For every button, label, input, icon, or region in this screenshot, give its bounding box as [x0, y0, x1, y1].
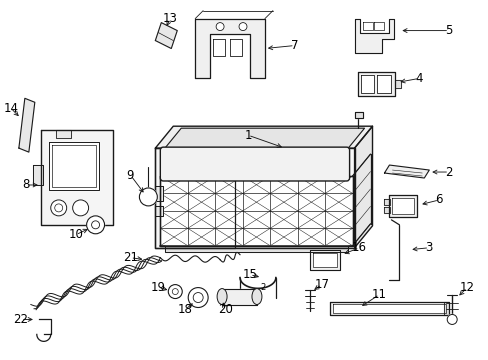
Polygon shape: [213, 39, 224, 57]
Polygon shape: [222, 289, 256, 305]
Polygon shape: [377, 75, 390, 93]
Polygon shape: [392, 198, 413, 214]
Polygon shape: [41, 130, 112, 225]
Polygon shape: [33, 165, 42, 185]
Polygon shape: [357, 72, 395, 96]
Text: 15: 15: [242, 268, 257, 281]
Text: 4: 4: [415, 72, 422, 85]
Text: 12: 12: [459, 281, 474, 294]
Circle shape: [216, 23, 224, 31]
Polygon shape: [384, 199, 389, 205]
Text: 2: 2: [445, 166, 452, 179]
Polygon shape: [388, 195, 416, 217]
Circle shape: [139, 188, 157, 206]
Polygon shape: [52, 145, 95, 187]
Polygon shape: [56, 130, 71, 138]
Polygon shape: [309, 250, 339, 270]
Polygon shape: [360, 75, 374, 93]
Polygon shape: [165, 246, 347, 252]
Circle shape: [172, 289, 178, 294]
Text: 1: 1: [244, 129, 251, 142]
Circle shape: [193, 293, 203, 302]
Text: 14: 14: [3, 102, 19, 115]
Circle shape: [239, 23, 246, 31]
Circle shape: [447, 315, 456, 324]
Polygon shape: [19, 98, 35, 152]
Text: 18: 18: [178, 303, 192, 316]
Text: 16: 16: [351, 241, 366, 254]
Circle shape: [91, 221, 100, 229]
Circle shape: [188, 288, 208, 307]
Text: 20: 20: [217, 303, 232, 316]
Polygon shape: [384, 165, 428, 178]
Polygon shape: [163, 128, 364, 150]
Polygon shape: [155, 126, 372, 148]
Polygon shape: [312, 253, 336, 267]
Text: 5: 5: [445, 24, 452, 37]
Text: 7: 7: [290, 39, 298, 52]
Polygon shape: [155, 23, 177, 49]
Polygon shape: [155, 148, 354, 248]
Polygon shape: [384, 207, 389, 213]
Text: 10: 10: [68, 228, 83, 241]
Polygon shape: [354, 19, 394, 54]
Text: 19: 19: [150, 281, 165, 294]
Circle shape: [73, 200, 88, 216]
Polygon shape: [374, 22, 384, 30]
Circle shape: [168, 285, 182, 298]
Text: 8: 8: [22, 179, 29, 192]
Text: 17: 17: [314, 278, 328, 291]
Polygon shape: [329, 302, 448, 315]
Circle shape: [55, 204, 62, 212]
Polygon shape: [332, 303, 446, 314]
Polygon shape: [443, 302, 448, 315]
Text: 6: 6: [435, 193, 442, 206]
Polygon shape: [160, 176, 352, 246]
Circle shape: [86, 216, 104, 234]
Polygon shape: [395, 80, 401, 88]
Polygon shape: [49, 142, 99, 190]
Polygon shape: [229, 39, 242, 57]
Polygon shape: [195, 19, 264, 78]
Polygon shape: [155, 186, 163, 201]
Polygon shape: [354, 126, 372, 248]
Polygon shape: [155, 206, 163, 216]
Text: 22: 22: [13, 313, 28, 326]
Text: 9: 9: [126, 168, 134, 181]
Circle shape: [51, 200, 66, 216]
Bar: [153, 118, 380, 253]
Ellipse shape: [217, 289, 226, 305]
Polygon shape: [354, 112, 362, 118]
Ellipse shape: [251, 289, 262, 305]
Text: 2: 2: [260, 283, 265, 292]
Text: 21: 21: [122, 251, 138, 264]
Polygon shape: [362, 22, 372, 30]
Text: 3: 3: [425, 241, 432, 254]
Text: 13: 13: [163, 12, 177, 25]
Text: 11: 11: [371, 288, 386, 301]
FancyBboxPatch shape: [160, 147, 349, 181]
Polygon shape: [155, 148, 235, 248]
